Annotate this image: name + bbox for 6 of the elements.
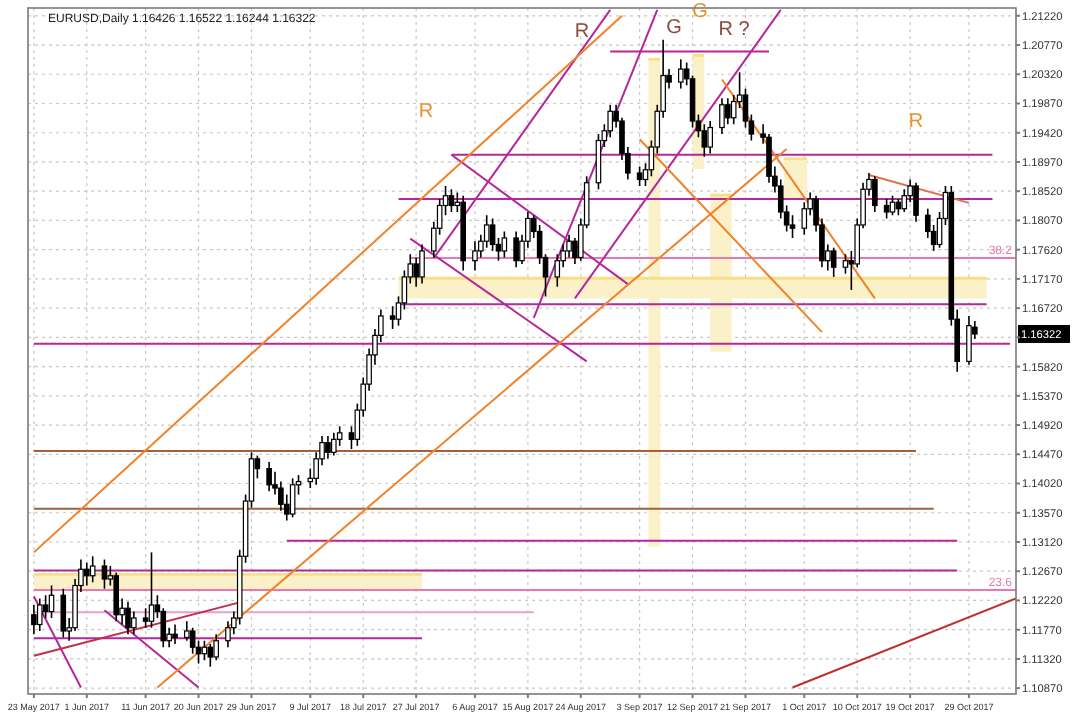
annotation: G xyxy=(692,1,709,23)
annotation: R xyxy=(908,111,924,133)
annotation: R xyxy=(574,21,590,43)
annotation: G xyxy=(666,17,683,39)
annotation: R ? xyxy=(718,19,751,41)
annotation: R xyxy=(418,101,434,123)
